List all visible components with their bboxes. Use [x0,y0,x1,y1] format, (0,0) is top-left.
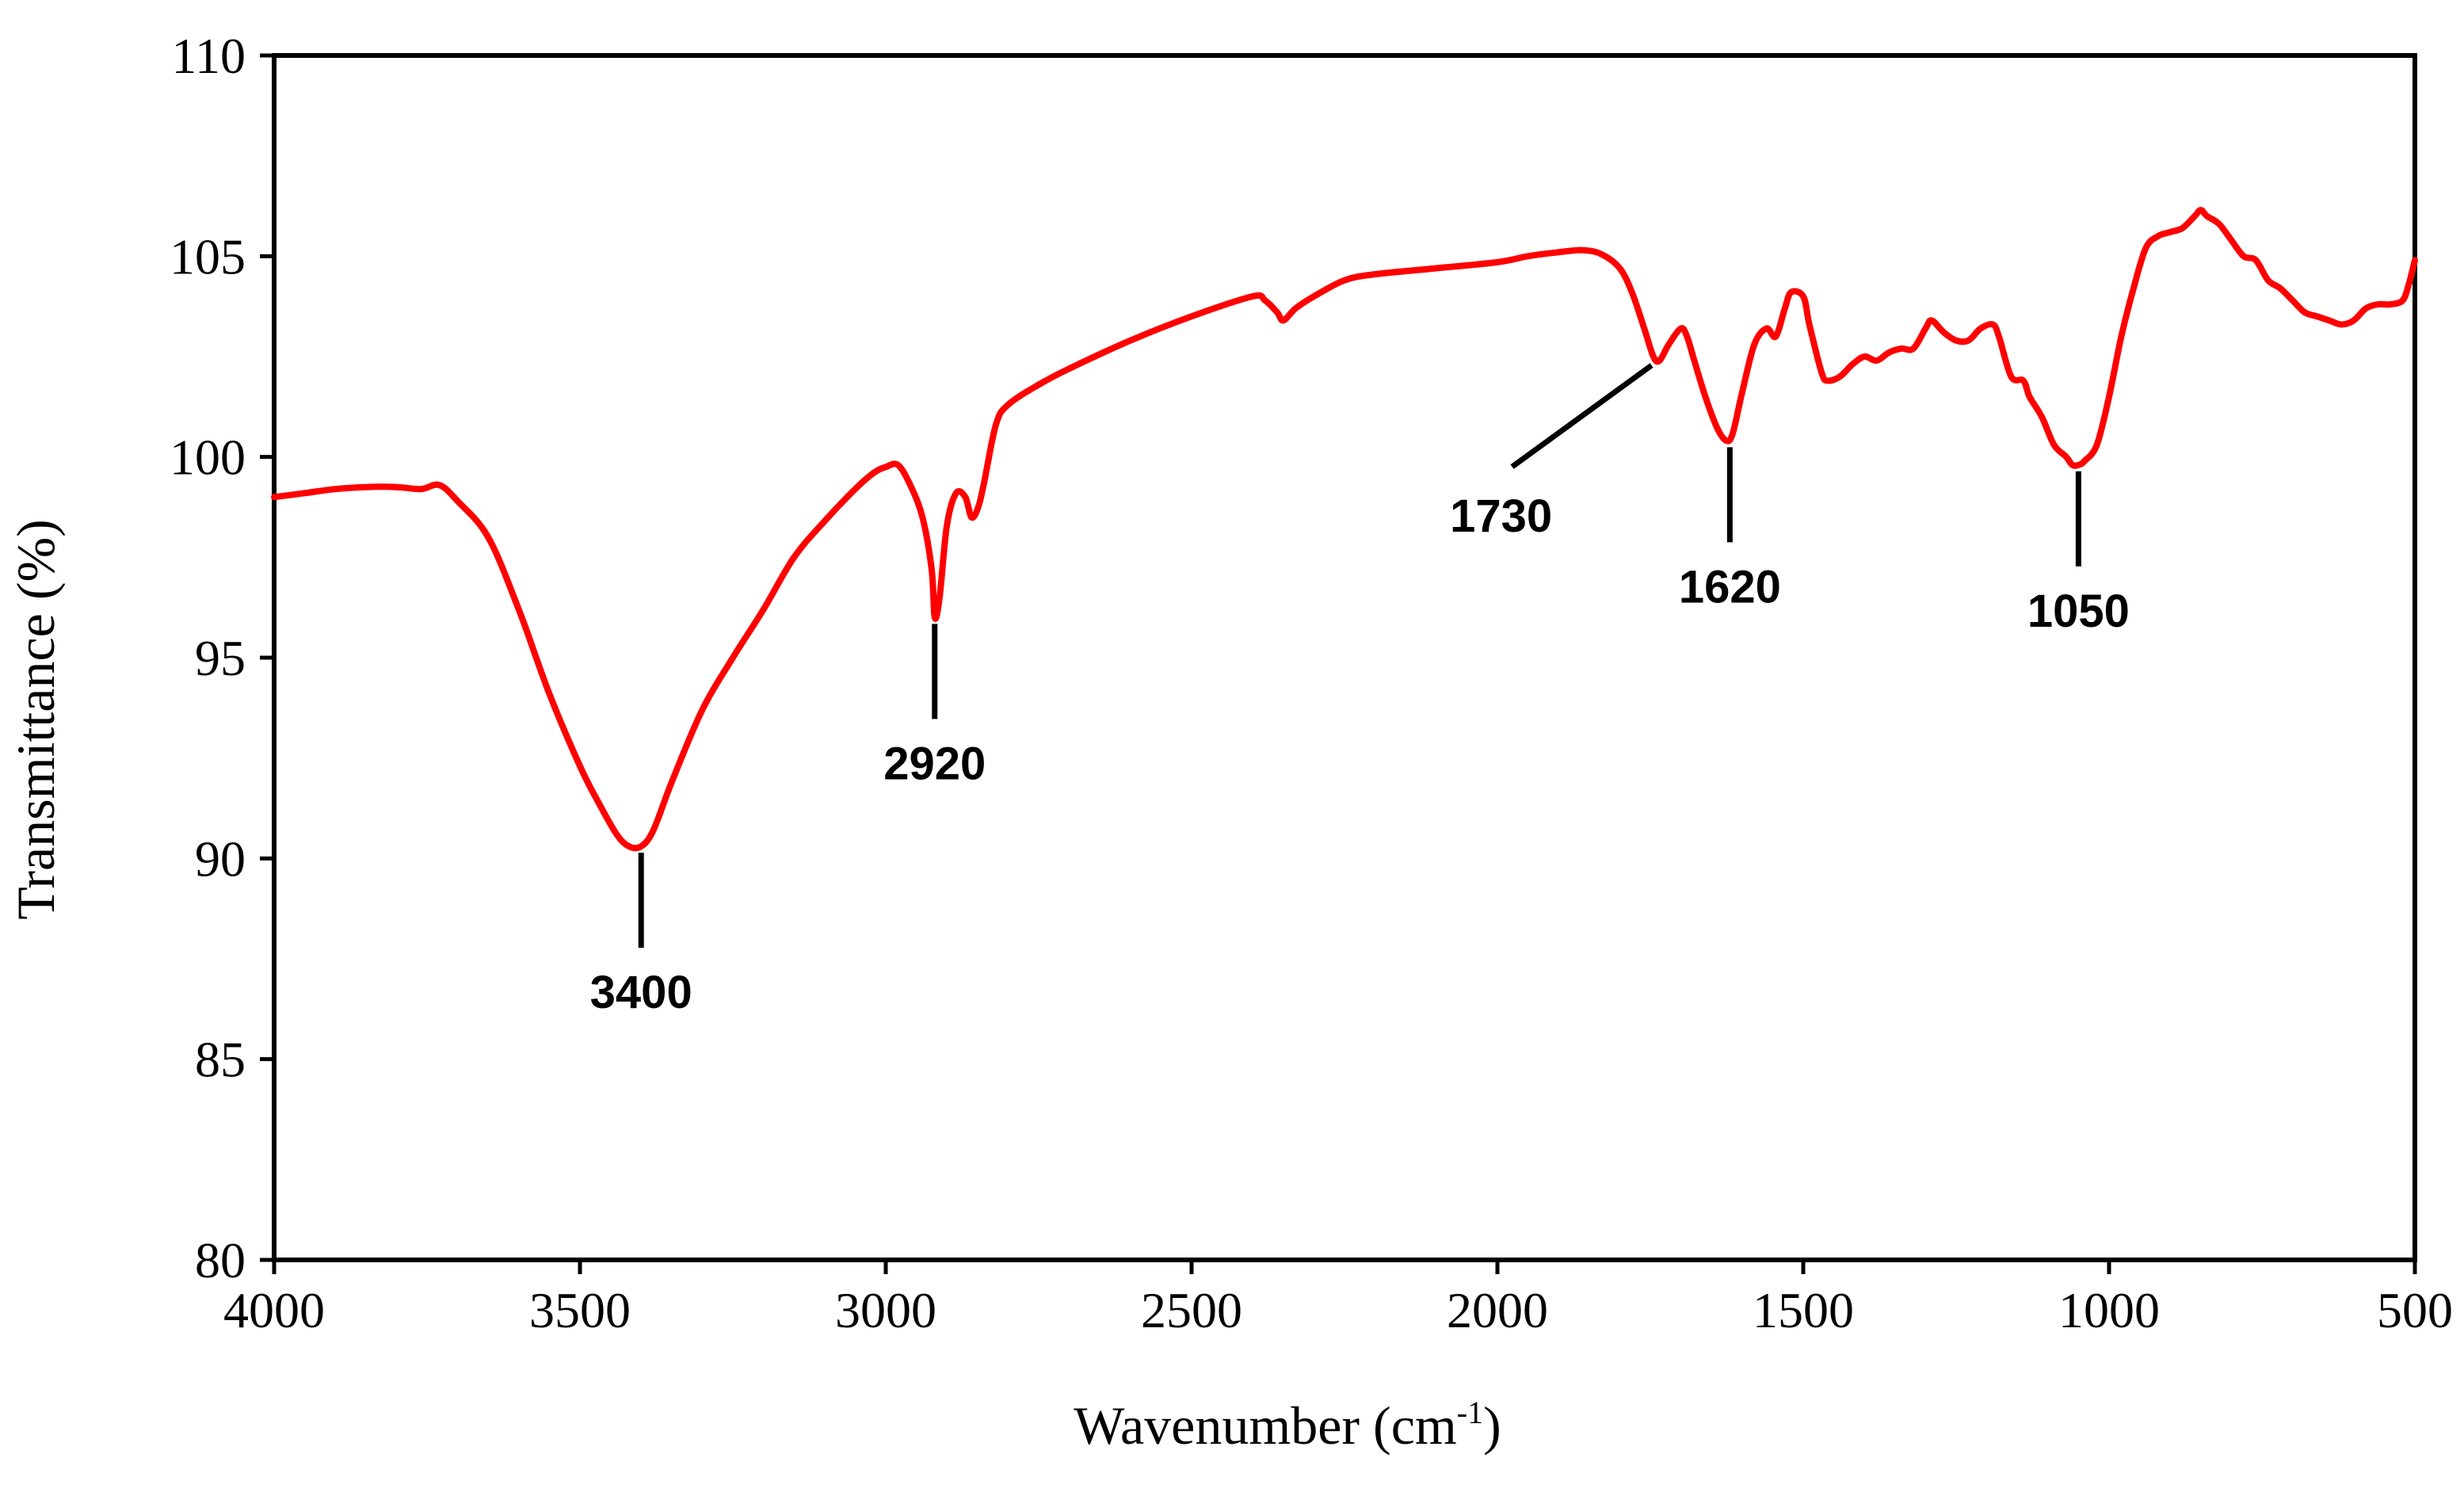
spectrum-line [271,207,2418,852]
x-tick-label: 2500 [1141,1282,1242,1338]
x-tick-label: 4000 [223,1282,325,1338]
x-tick-label: 1000 [2058,1282,2160,1338]
peak-label: 1050 [2027,586,2130,637]
peak-leader-line [1510,363,1653,469]
y-axis-title: Transmittance (%) [6,519,66,919]
x-axis-title: Wavenumber (cm-1) [1074,1395,1501,1456]
axes [272,53,2417,1262]
series [271,207,2418,852]
y-tick-label: 80 [195,1232,246,1288]
y-tick-label: 105 [170,228,246,284]
y-tick-label: 90 [195,830,246,887]
ticks: 4000 3500 3000 2500 2000 1500 1000 500 80 85 90 95 1… [170,28,2453,1338]
x-tick-label: 2000 [1447,1282,1548,1338]
peak-label: 3400 [590,967,692,1018]
x-tick-label: 3500 [529,1282,631,1338]
x-axis-title-suffix: ) [1483,1395,1501,1456]
peak-label: 1730 [1450,490,1552,542]
y-tick-label: 100 [170,429,246,486]
x-tick-label: 3000 [835,1282,936,1338]
plot-frame [272,53,2417,1262]
x-tick-label: 1500 [1753,1282,1854,1338]
y-tick-label: 85 [195,1032,246,1088]
peak-annotations: 3400 2920 1730 1620 1050 [590,363,2130,1018]
peak-label: 2920 [883,738,986,789]
x-axis-title-superscript: -1 [1457,1395,1483,1430]
y-tick-label: 95 [195,630,246,686]
y-tick-label: 110 [171,28,246,84]
x-axis-title-main: Wavenumber (cm [1074,1395,1457,1456]
x-tick-label: 500 [2377,1282,2453,1338]
peak-label: 1620 [1679,561,1781,613]
